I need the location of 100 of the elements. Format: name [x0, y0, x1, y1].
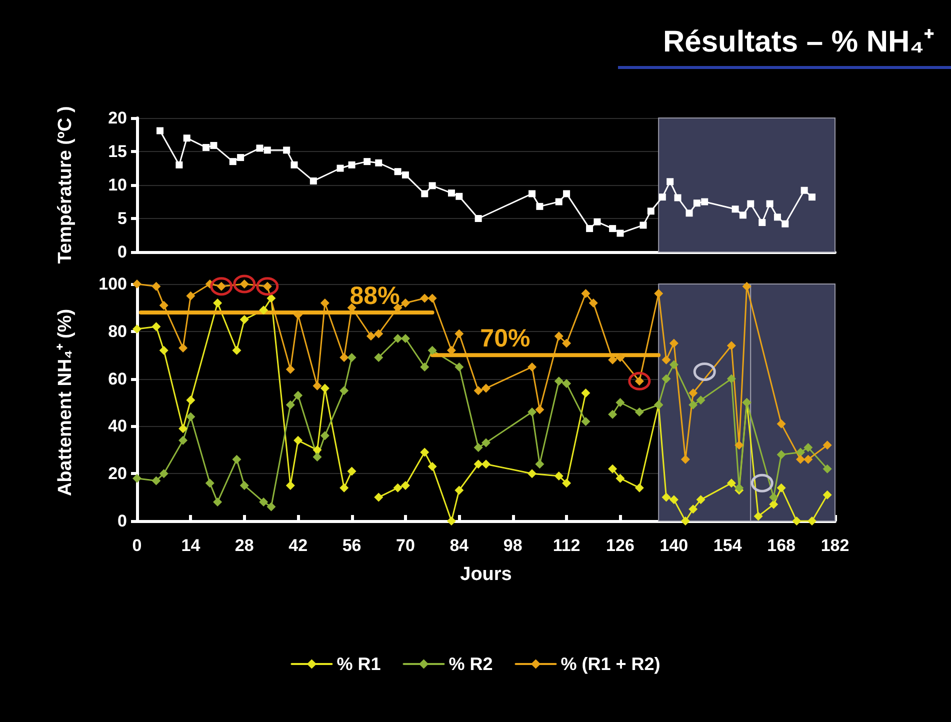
point [608, 355, 618, 364]
x-tick-label: 98 [503, 536, 522, 555]
point [264, 146, 271, 154]
point [776, 483, 786, 492]
point [616, 398, 625, 407]
x-tick-label: 28 [234, 536, 254, 555]
point [554, 376, 564, 386]
point [186, 396, 196, 405]
point [822, 440, 832, 450]
point [562, 338, 572, 348]
point [421, 190, 428, 198]
y-axis-title: Température (ºC ) [55, 106, 76, 264]
point [680, 516, 690, 526]
point [482, 460, 490, 469]
point [428, 346, 437, 355]
point [364, 158, 371, 166]
point [152, 322, 161, 332]
point [454, 362, 464, 372]
point [658, 194, 666, 201]
point [393, 334, 402, 344]
point [662, 492, 671, 502]
point [822, 464, 832, 474]
point [178, 343, 188, 352]
point [782, 220, 789, 228]
legend-label: % R1 [336, 654, 381, 674]
point [647, 208, 654, 215]
point [454, 329, 464, 338]
point [290, 161, 298, 168]
point [792, 516, 802, 526]
point [776, 419, 786, 428]
point [132, 324, 142, 334]
point [482, 438, 490, 448]
y-tick-label: 40 [108, 416, 127, 436]
point [310, 177, 317, 184]
point [822, 490, 832, 500]
point [294, 436, 303, 445]
point [336, 164, 344, 172]
point [800, 186, 808, 194]
point [210, 142, 218, 149]
point [686, 210, 693, 217]
point [347, 466, 356, 476]
point [202, 144, 210, 151]
point [554, 332, 564, 341]
point [666, 178, 674, 186]
point [366, 332, 376, 341]
point [320, 431, 330, 440]
point [586, 225, 594, 232]
point [696, 495, 706, 504]
point [347, 303, 356, 312]
point [178, 436, 188, 445]
point [393, 483, 402, 492]
point [156, 127, 164, 134]
point [428, 182, 436, 190]
point [474, 215, 482, 222]
point [340, 386, 349, 396]
point [754, 512, 763, 521]
point [662, 374, 671, 384]
point [420, 362, 430, 372]
x-tick-label: 0 [132, 536, 142, 555]
point [807, 516, 816, 526]
point [237, 154, 244, 162]
point [536, 202, 544, 210]
x-tick-label: 84 [450, 536, 470, 555]
point [726, 341, 736, 350]
point [609, 225, 616, 232]
point [528, 362, 537, 372]
point [528, 469, 537, 478]
point [734, 440, 744, 450]
y-tick-label: 80 [108, 322, 127, 341]
point [669, 495, 678, 504]
point [474, 460, 483, 469]
legend-label: % (R1 + R2) [560, 654, 660, 674]
y-tick-label: 20 [108, 108, 127, 128]
point [159, 346, 168, 355]
point [581, 288, 590, 298]
point [726, 478, 736, 488]
point [266, 294, 276, 303]
point [474, 443, 483, 452]
point [312, 445, 322, 454]
point [286, 400, 295, 410]
point [232, 454, 242, 464]
point [312, 381, 322, 390]
point [804, 443, 813, 452]
annotation: 70% [480, 324, 530, 353]
point [776, 450, 786, 460]
x-tick-label: 140 [660, 536, 688, 555]
point [159, 300, 168, 310]
point [769, 492, 778, 502]
point [769, 500, 778, 509]
point [554, 471, 564, 480]
point [374, 329, 384, 338]
point [232, 346, 242, 355]
point [340, 483, 349, 492]
point [229, 158, 236, 166]
point [535, 405, 544, 414]
point [240, 480, 249, 490]
point [176, 161, 183, 168]
x-tick-label: 154 [713, 536, 742, 555]
point [808, 194, 816, 201]
point [696, 396, 706, 405]
